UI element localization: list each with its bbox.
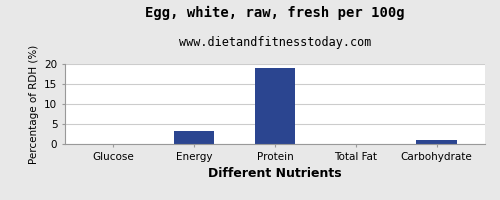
Text: Egg, white, raw, fresh per 100g: Egg, white, raw, fresh per 100g <box>145 6 405 20</box>
Y-axis label: Percentage of RDH (%): Percentage of RDH (%) <box>28 44 38 164</box>
X-axis label: Different Nutrients: Different Nutrients <box>208 167 342 180</box>
Text: www.dietandfitnesstoday.com: www.dietandfitnesstoday.com <box>179 36 371 49</box>
Bar <box>416 140 457 144</box>
Bar <box>255 68 295 144</box>
Bar <box>174 131 214 144</box>
